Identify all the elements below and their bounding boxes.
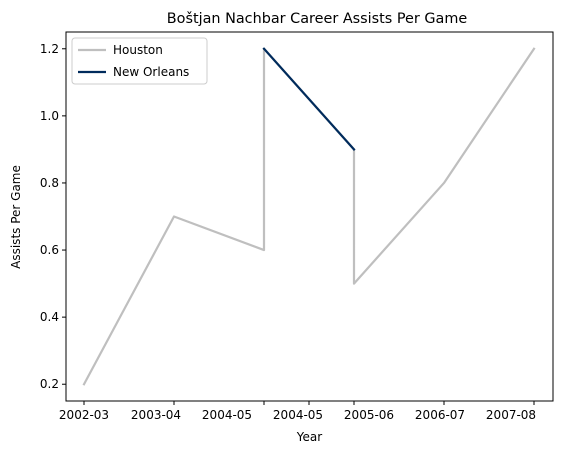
legend-label: Houston [113,43,163,57]
y-axis-label: Assists Per Game [9,165,23,269]
y-tick-label: 1.2 [40,42,59,56]
y-tick-label: 0.6 [40,243,59,257]
x-axis: 2002-03 2003-04 2004-05 2004-05 2005-06 2006-… [59,401,536,422]
y-tick-label: 0.4 [40,310,59,324]
y-tick-label: 0.8 [40,176,59,190]
legend-label: New Orleans [113,65,189,79]
x-axis-label: Year [296,430,322,444]
x-tick-label: 2002-03 [59,408,109,422]
plot-area [65,31,554,402]
x-tick-label: 2003-04 [131,408,181,422]
y-axis: 0.2 0.4 0.6 0.8 1.0 1.2 [40,42,66,391]
y-tick-label: 1.0 [40,109,59,123]
x-tick-label: 2004-05 [202,408,252,422]
x-tick-label: 2005-06 [344,408,394,422]
chart-title: Boštjan Nachbar Career Assists Per Game [167,11,468,27]
x-tick-label: 2007-08 [486,408,536,422]
x-tick-label: 2004-05 [273,408,323,422]
x-tick-label: 2006-07 [415,408,465,422]
y-tick-label: 0.2 [40,377,59,391]
series-line-new-orleans [262,47,356,151]
legend: Houston New Orleans [71,37,208,85]
plot-frame [65,31,554,402]
